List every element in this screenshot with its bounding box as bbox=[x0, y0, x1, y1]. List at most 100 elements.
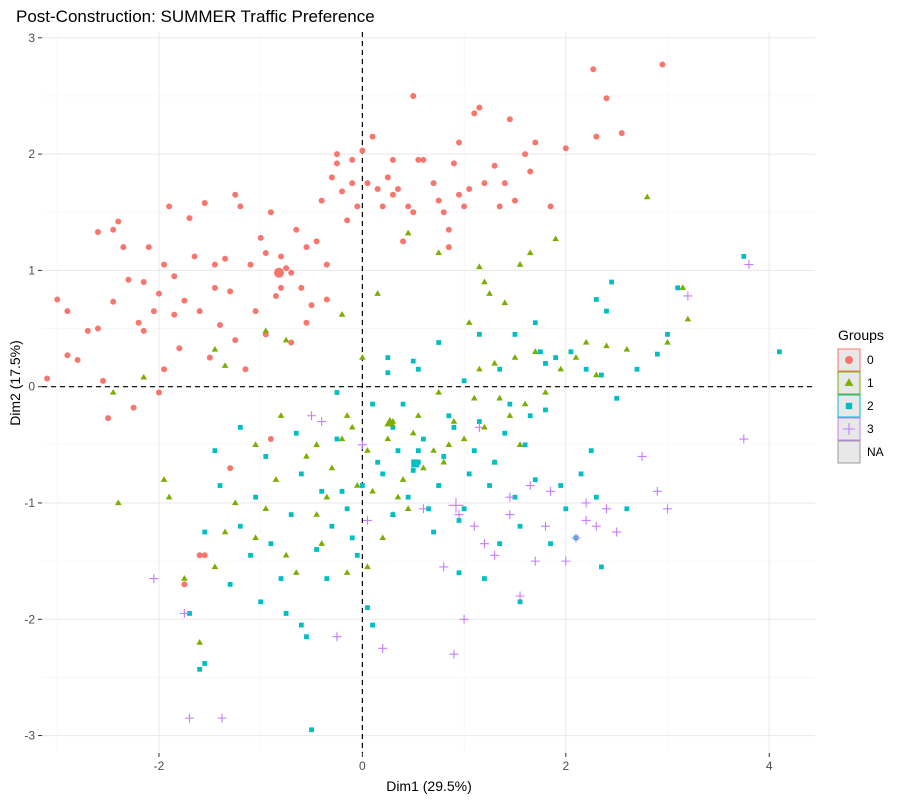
point-group-2 bbox=[197, 666, 203, 672]
point-group-1 bbox=[160, 476, 168, 482]
point-group-0 bbox=[232, 191, 239, 198]
point-group-2 bbox=[375, 459, 381, 465]
point-group-0 bbox=[94, 325, 101, 332]
point-group-2 bbox=[492, 459, 498, 465]
point-group-0 bbox=[466, 185, 473, 192]
point-group-2 bbox=[380, 471, 386, 477]
point-group-1 bbox=[221, 528, 229, 535]
point-group-3 bbox=[637, 451, 647, 461]
y-tick-label: 3 bbox=[28, 31, 35, 45]
point-group-0 bbox=[384, 174, 391, 181]
point-group-3 bbox=[525, 481, 535, 491]
legend-key-NA bbox=[837, 440, 861, 464]
point-group-1 bbox=[211, 563, 219, 570]
point-group-2 bbox=[593, 297, 599, 302]
point-group-2 bbox=[298, 622, 304, 628]
y-tick-label: -2 bbox=[24, 612, 35, 626]
point-group-1 bbox=[481, 278, 488, 285]
point-group-0 bbox=[201, 552, 208, 559]
point-group-3 bbox=[546, 486, 556, 496]
point-group-0 bbox=[405, 203, 412, 210]
point-group-2 bbox=[527, 413, 533, 419]
point-group-0 bbox=[450, 160, 457, 167]
point-group-1 bbox=[679, 284, 687, 291]
y-tick-label: 2 bbox=[28, 147, 35, 161]
point-group-1 bbox=[430, 447, 437, 453]
point-group-3 bbox=[739, 434, 749, 444]
point-group-0 bbox=[400, 238, 407, 245]
point-group-3 bbox=[418, 504, 428, 514]
point-group-0 bbox=[328, 174, 335, 181]
point-group-0 bbox=[445, 226, 452, 233]
point-group-2 bbox=[253, 494, 258, 500]
point-group-1 bbox=[415, 412, 422, 418]
point-group-3 bbox=[591, 521, 601, 531]
point-group-0 bbox=[333, 151, 340, 158]
legend-label-NA: NA bbox=[867, 445, 884, 459]
point-group-3 bbox=[683, 291, 693, 301]
point-group-3 bbox=[561, 556, 571, 566]
point-group-0 bbox=[211, 284, 218, 291]
point-group-1 bbox=[511, 354, 519, 360]
point-group-2 bbox=[441, 454, 447, 459]
point-group-1 bbox=[353, 481, 361, 488]
point-group-3 bbox=[505, 492, 515, 502]
point-group-2 bbox=[298, 471, 304, 477]
point-group-2 bbox=[202, 661, 208, 666]
point-group-0 bbox=[389, 156, 396, 163]
point-group-0 bbox=[323, 261, 330, 268]
point-group-1 bbox=[572, 354, 580, 360]
point-group-2 bbox=[451, 424, 457, 430]
point-group-2 bbox=[415, 448, 421, 454]
point-group-3 bbox=[571, 533, 581, 543]
point-group-1 bbox=[476, 365, 483, 372]
point-group-2 bbox=[278, 576, 284, 581]
point-group-1 bbox=[460, 435, 468, 442]
point-group-0 bbox=[349, 156, 356, 163]
point-group-2 bbox=[436, 483, 442, 488]
point-group-0 bbox=[333, 160, 340, 167]
point-group-0 bbox=[257, 234, 264, 241]
point-group-2 bbox=[624, 506, 630, 512]
point-group-2 bbox=[212, 448, 218, 454]
point-group-2 bbox=[324, 576, 330, 581]
point-group-2 bbox=[487, 483, 492, 488]
point-group-2 bbox=[593, 494, 599, 500]
point-group-0 bbox=[150, 308, 157, 315]
point-group-2 bbox=[339, 488, 345, 494]
point-group-1 bbox=[521, 400, 529, 407]
point-group-0 bbox=[471, 110, 478, 117]
point-group-0 bbox=[415, 156, 422, 163]
legend-marker-3 bbox=[843, 423, 855, 435]
point-group-0 bbox=[445, 244, 452, 251]
point-group-0 bbox=[196, 308, 203, 315]
point-group-0 bbox=[222, 255, 229, 262]
point-group-0 bbox=[64, 352, 71, 359]
point-group-1 bbox=[374, 290, 381, 296]
point-group-0 bbox=[110, 226, 117, 233]
point-group-0 bbox=[278, 284, 285, 291]
point-group-2 bbox=[741, 254, 747, 259]
point-group-2 bbox=[517, 599, 523, 605]
point-group-2 bbox=[314, 547, 320, 552]
point-group-2 bbox=[507, 401, 513, 407]
point-group-0 bbox=[394, 185, 401, 192]
point-group-0 bbox=[166, 203, 173, 210]
point-group-0 bbox=[145, 244, 152, 251]
point-group-2 bbox=[522, 442, 528, 448]
point-group-3 bbox=[184, 713, 194, 723]
point-group-3 bbox=[449, 649, 459, 659]
point-group-1 bbox=[465, 319, 473, 325]
point-group-2 bbox=[568, 349, 574, 355]
point-group-1 bbox=[364, 563, 371, 570]
point-group-1 bbox=[211, 345, 219, 352]
point-group-0 bbox=[272, 292, 279, 299]
point-group-2 bbox=[456, 518, 462, 523]
point-group-1 bbox=[338, 435, 346, 442]
point-group-0 bbox=[201, 199, 208, 206]
point-group-2 bbox=[609, 279, 614, 285]
point-group-1 bbox=[552, 235, 559, 242]
point-group-0 bbox=[196, 552, 203, 559]
point-group-2 bbox=[359, 483, 365, 488]
point-group-0 bbox=[140, 279, 147, 286]
